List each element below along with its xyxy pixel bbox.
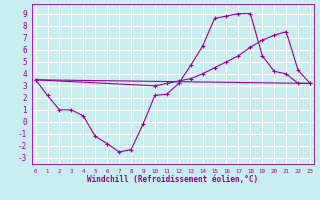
X-axis label: Windchill (Refroidissement éolien,°C): Windchill (Refroidissement éolien,°C) bbox=[87, 175, 258, 184]
